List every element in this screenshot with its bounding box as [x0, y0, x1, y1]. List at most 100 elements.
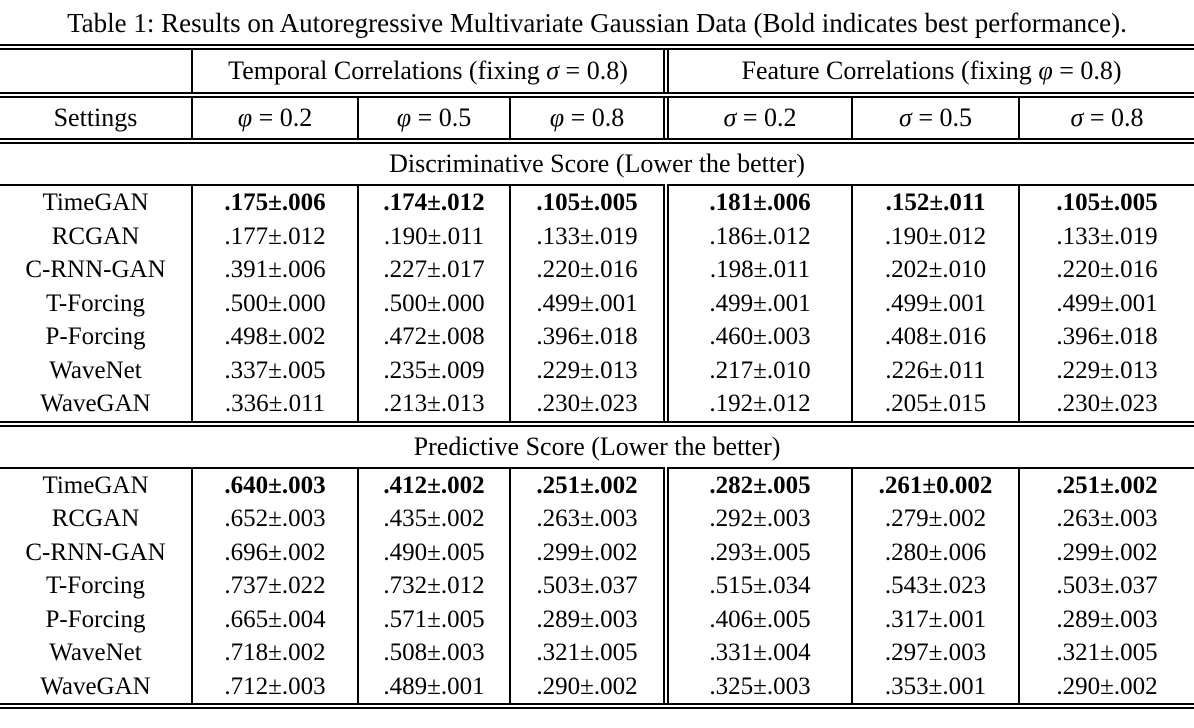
value-cell: .396±.018 [508, 320, 667, 354]
feature-group-header: Feature Correlations (fixing φ = 0.8) [663, 44, 1194, 98]
value-cell: .321±.005 [508, 636, 667, 670]
temporal-group-header: Temporal Correlations (fixing σ = 0.8) [190, 44, 667, 98]
table-row: RCGAN .177±.012 .190±.011 .133±.019 .186… [0, 219, 1194, 253]
value-cell: .732±.012 [357, 569, 510, 603]
value-cell: .280±.006 [851, 535, 1020, 569]
value-cell: .220±.016 [1018, 253, 1194, 287]
value-cell: .490±.005 [357, 535, 510, 569]
value-cell: .503±.037 [1018, 569, 1194, 603]
value-cell: .435±.002 [357, 502, 510, 536]
value-cell: .229±.013 [508, 353, 667, 387]
model-cell: WaveGAN [0, 669, 192, 709]
value-cell: .503±.037 [508, 569, 667, 603]
setting-phi-02: φ = 0.2 [191, 95, 358, 144]
value-cell: .498±.002 [191, 320, 358, 354]
value-cell: .508±.003 [357, 636, 510, 670]
group-header-row: Temporal Correlations (fixing σ = 0.8) F… [0, 44, 1194, 98]
value-cell: .177±.012 [191, 219, 358, 253]
value-cell: .640±.003 [191, 467, 358, 502]
empty-corner-cell [0, 44, 192, 98]
setting-sigma-08: σ = 0.8 [1018, 95, 1194, 144]
value-cell: .220±.016 [508, 253, 667, 287]
value-cell: .289±.003 [508, 602, 667, 636]
value-cell: .499±.001 [508, 286, 667, 320]
value-cell: .186±.012 [663, 219, 853, 253]
phi-symbol: φ [396, 103, 412, 132]
section-title-row-predictive: Predictive Score (Lower the better) [0, 423, 1194, 469]
value-cell: .321±.005 [1018, 636, 1194, 670]
setting-value: = 0.5 [411, 103, 472, 132]
table-caption: Table 1: Results on Autoregressive Multi… [67, 8, 1127, 38]
value-cell: .412±.002 [357, 467, 510, 502]
setting-value: = 0.8 [564, 103, 625, 132]
discriminative-section-title: Discriminative Score (Lower the better) [0, 141, 1194, 186]
value-cell: .226±.011 [851, 353, 1020, 387]
temporal-header-text: Temporal Correlations (fixing [228, 56, 547, 85]
model-cell: P-Forcing [45, 323, 146, 350]
value-cell: .105±.005 [508, 185, 667, 220]
value-cell: .230±.023 [508, 387, 667, 427]
value-cell: .396±.018 [1018, 320, 1194, 354]
value-cell: .261±0.002 [851, 467, 1020, 502]
feature-header-suffix: = 0.8) [1052, 56, 1122, 85]
table-row: WaveNet .337±.005 .235±.009 .229±.013 .2… [0, 353, 1194, 387]
value-cell: .543±.023 [851, 569, 1020, 603]
value-cell: .213±.013 [357, 387, 510, 427]
model-cell: RCGAN [51, 222, 140, 250]
value-cell: .251±.002 [508, 467, 667, 502]
settings-label: Settings [0, 95, 192, 144]
value-cell: .251±.002 [1018, 467, 1194, 502]
table-row: C-RNN-GAN .391±.006 .227±.017 .220±.016 … [0, 253, 1194, 287]
phi-symbol: φ [1038, 56, 1053, 85]
value-cell: .190±.011 [357, 219, 510, 253]
sigma-symbol: σ [723, 103, 737, 132]
setting-value: = 0.8 [1083, 103, 1144, 132]
value-cell: .152±.011 [851, 185, 1020, 220]
value-cell: .500±.000 [357, 286, 510, 320]
value-cell: .652±.003 [191, 502, 358, 536]
results-table: Temporal Correlations (fixing σ = 0.8) F… [0, 44, 1194, 709]
model-cell: TimeGAN [42, 189, 149, 216]
sigma-symbol: σ [546, 56, 560, 85]
value-cell: .353±.001 [851, 669, 1020, 709]
phi-symbol: φ [549, 103, 565, 132]
model-cell: WaveNet [49, 639, 142, 666]
value-cell: .737±.022 [191, 569, 358, 603]
model-cell: C-RNN-GAN [25, 538, 166, 566]
value-cell: .718±.002 [191, 636, 358, 670]
table-row: RCGAN .652±.003 .435±.002 .263±.003 .292… [0, 502, 1194, 536]
setting-value: = 0.2 [252, 103, 313, 132]
value-cell: .230±.023 [1018, 387, 1194, 427]
value-cell: .263±.003 [1018, 502, 1194, 536]
table-row: TimeGAN .640±.003 .412±.002 .251±.002 .2… [0, 467, 1194, 502]
phi-symbol: φ [237, 103, 253, 132]
setting-sigma-02: σ = 0.2 [663, 95, 853, 144]
table-row: P-Forcing .665±.004 .571±.005 .289±.003 … [0, 602, 1194, 636]
value-cell: .500±.000 [191, 286, 358, 320]
value-cell: .292±.003 [663, 502, 853, 536]
table-row: WaveGAN .712±.003 .489±.001 .290±.002 .3… [0, 669, 1194, 709]
table-row: WaveGAN .336±.011 .213±.013 .230±.023 .1… [0, 387, 1194, 427]
value-cell: .133±.019 [508, 219, 667, 253]
model-cell: WaveGAN [0, 387, 192, 427]
value-cell: .336±.011 [191, 387, 358, 427]
value-cell: .337±.005 [191, 353, 358, 387]
value-cell: .571±.005 [357, 602, 510, 636]
setting-value: = 0.5 [911, 103, 973, 132]
value-cell: .317±.001 [851, 602, 1020, 636]
value-cell: .190±.012 [851, 219, 1020, 253]
table-row: C-RNN-GAN .696±.002 .490±.005 .299±.002 … [0, 535, 1194, 569]
value-cell: .299±.002 [1018, 535, 1194, 569]
value-cell: .325±.003 [663, 669, 853, 709]
setting-phi-08: φ = 0.8 [508, 95, 667, 144]
value-cell: .289±.003 [1018, 602, 1194, 636]
value-cell: .299±.002 [508, 535, 667, 569]
model-cell: WaveNet [49, 356, 142, 384]
settings-row: Settings φ = 0.2 φ = 0.5 φ = 0.8 σ = 0.2… [0, 95, 1194, 144]
value-cell: .202±.010 [851, 253, 1020, 287]
value-cell: .499±.001 [851, 286, 1020, 320]
value-cell: .227±.017 [357, 253, 510, 287]
value-cell: .290±.002 [1018, 669, 1194, 709]
value-cell: .391±.006 [191, 253, 358, 287]
value-cell: .406±.005 [663, 602, 853, 636]
